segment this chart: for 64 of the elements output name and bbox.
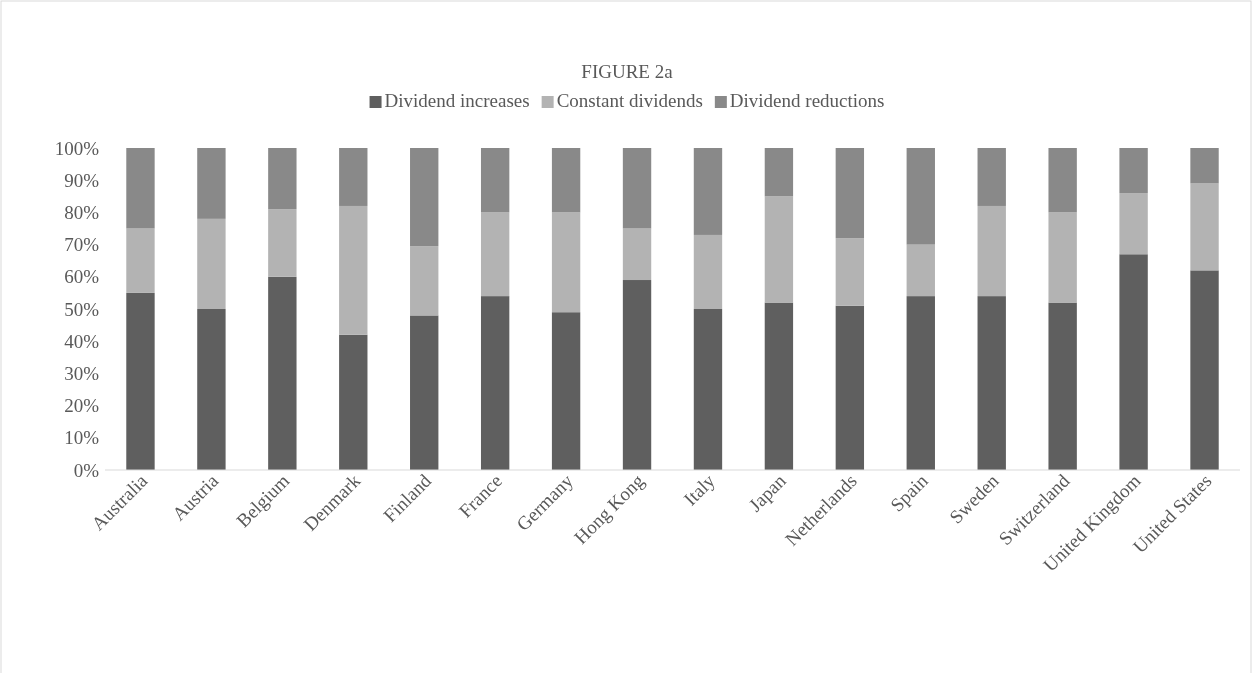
y-tick-label: 20% — [64, 395, 100, 417]
bar — [764, 196, 794, 303]
legend-label: Dividend increases — [384, 90, 530, 111]
bar — [1048, 212, 1077, 303]
chart-title: FIGURE 2a — [581, 61, 674, 82]
bar — [1190, 183, 1219, 271]
bar — [835, 238, 865, 306]
bar — [1048, 148, 1077, 213]
bar — [835, 305, 865, 470]
bar — [835, 148, 865, 239]
bar — [197, 218, 226, 309]
bar — [410, 148, 439, 247]
y-tick-label: 10% — [64, 427, 100, 449]
bar — [1190, 270, 1219, 470]
bar — [551, 148, 581, 213]
bar — [1119, 254, 1148, 470]
bar — [1048, 302, 1077, 470]
bar — [268, 148, 297, 210]
bar — [906, 244, 935, 297]
bar — [126, 148, 155, 229]
bar — [410, 315, 439, 470]
bar — [622, 280, 652, 470]
bar — [197, 309, 226, 470]
bar — [410, 246, 439, 316]
legend-label: Constant dividends — [556, 90, 703, 111]
bar — [1119, 148, 1148, 194]
bar — [339, 205, 368, 335]
bar — [1119, 193, 1148, 255]
bar — [693, 234, 723, 309]
bar — [906, 148, 935, 245]
y-tick-label: 90% — [64, 169, 100, 191]
y-tick-label: 50% — [64, 298, 100, 320]
y-tick-label: 80% — [64, 201, 100, 223]
legend-label: Dividend reductions — [729, 90, 885, 111]
bar — [693, 148, 723, 235]
bar — [977, 148, 1006, 206]
bar — [977, 296, 1006, 470]
y-tick-label: 40% — [64, 330, 100, 352]
bar — [126, 228, 155, 293]
bar — [906, 296, 935, 470]
bar — [693, 309, 723, 470]
y-tick-label: 0% — [73, 459, 100, 481]
bar — [977, 205, 1006, 297]
bar — [764, 302, 794, 470]
bar — [551, 212, 581, 313]
bar — [126, 292, 155, 470]
bar — [197, 148, 226, 219]
bar — [764, 148, 794, 197]
bar — [551, 312, 581, 470]
bar — [480, 148, 510, 213]
bar — [1190, 148, 1219, 184]
bar — [622, 228, 652, 281]
bar — [339, 334, 368, 470]
y-tick-label: 60% — [64, 266, 100, 288]
y-tick-label: 70% — [64, 234, 100, 256]
bar — [622, 148, 652, 229]
bar — [480, 212, 510, 297]
y-tick-label: 30% — [64, 362, 100, 384]
x-tick-label: Italy — [679, 469, 720, 510]
y-tick-label: 100% — [54, 137, 100, 159]
bar — [268, 209, 297, 277]
bar — [339, 148, 368, 206]
bar — [268, 276, 297, 470]
bar — [480, 296, 510, 470]
